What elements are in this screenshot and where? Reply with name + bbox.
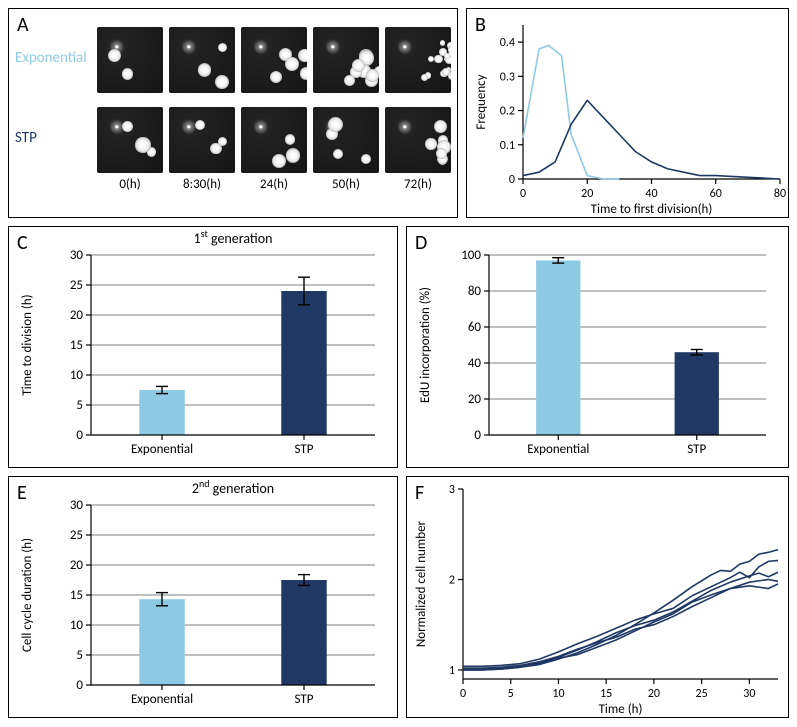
micrograph (169, 107, 235, 173)
panel-e-chart: 0 5 10 15 20 25 30 Exponential STP 2nd generation… (9, 477, 399, 719)
panel-d-chart: 0 20 40 60 80 100 Exponential STP EdU incorporat… (407, 227, 790, 469)
panel-e-label: E (17, 481, 27, 505)
svg-text:25: 25 (696, 687, 708, 701)
panel-a-time-label: 50(h) (313, 177, 379, 192)
micrograph (241, 107, 307, 173)
svg-text:2: 2 (449, 573, 455, 587)
svg-text:STP: STP (295, 442, 314, 457)
svg-text:0: 0 (474, 428, 481, 443)
svg-text:0: 0 (520, 187, 526, 201)
svg-text:5: 5 (508, 687, 514, 701)
svg-text:Normalized cell number: Normalized cell number (414, 520, 429, 647)
panel-a-time-label: 0(h) (97, 177, 163, 192)
svg-text:3: 3 (449, 483, 455, 497)
svg-text:1st generation: 1st generation (194, 227, 273, 247)
svg-text:Exponential: Exponential (527, 442, 589, 457)
svg-text:15: 15 (70, 338, 83, 353)
panel-d: D 0 20 40 60 80 100 Exponential STP EdU incorpor… (406, 226, 789, 468)
svg-text:2nd generation: 2nd generation (192, 477, 274, 497)
svg-text:30: 30 (70, 248, 84, 263)
svg-text:0.4: 0.4 (500, 36, 515, 50)
svg-text:0: 0 (460, 687, 466, 701)
svg-text:20: 20 (648, 687, 660, 701)
micrograph (313, 27, 379, 93)
svg-text:STP: STP (687, 442, 706, 457)
panel-e: E 0 5 10 15 20 25 30 Exponential STP 2nd generati… (8, 476, 398, 718)
micrograph (97, 107, 163, 173)
panel-a-row-1 (97, 107, 451, 173)
svg-text:Time to division (h): Time to division (h) (20, 294, 35, 395)
svg-text:10: 10 (70, 618, 84, 633)
svg-text:25: 25 (70, 278, 83, 293)
panel-a-time-label: 8:30(h) (169, 177, 235, 192)
panel-b-chart: 0 0.1 0.2 0.3 0.4 0 20 40 60 80 Time to first divi… (467, 9, 790, 219)
svg-text:15: 15 (70, 588, 83, 603)
svg-text:Exponential: Exponential (131, 692, 193, 707)
svg-text:20: 20 (468, 392, 482, 407)
svg-text:0: 0 (509, 173, 515, 187)
svg-text:Time to first division(h): Time to first division(h) (591, 202, 713, 217)
svg-text:60: 60 (468, 320, 482, 335)
svg-text:20: 20 (70, 308, 84, 323)
micrograph (385, 107, 451, 173)
svg-text:40: 40 (468, 356, 482, 371)
svg-text:30: 30 (743, 687, 755, 701)
panel-a-row-stp-label: STP (15, 129, 37, 147)
svg-text:80: 80 (468, 284, 482, 299)
panel-a: A Exponential STP 0(h) 8:30(h) 24(h) 50(h) 7… (8, 8, 458, 218)
svg-text:30: 30 (70, 498, 84, 513)
svg-text:5: 5 (76, 648, 83, 663)
svg-text:Cell cycle duration (h): Cell cycle duration (h) (20, 538, 35, 652)
svg-text:0.3: 0.3 (500, 70, 515, 84)
svg-text:0: 0 (76, 428, 83, 443)
svg-text:20: 20 (70, 558, 84, 573)
micrograph (169, 27, 235, 93)
panel-f-chart: 123051015202530Time (h)Normalized cell n… (407, 477, 790, 719)
svg-text:STP: STP (295, 692, 314, 707)
panel-d-label: D (415, 231, 427, 255)
panel-a-time-label: 24(h) (241, 177, 307, 192)
panel-f-label: F (415, 481, 424, 505)
panel-f: F 123051015202530Time (h)Normalized cell… (406, 476, 789, 718)
panel-a-row-exp-label: Exponential (15, 49, 87, 67)
panel-a-time-label: 72(h) (385, 177, 451, 192)
svg-text:20: 20 (581, 187, 593, 201)
svg-text:40: 40 (645, 187, 657, 201)
panel-c-label: C (17, 231, 28, 255)
svg-text:0: 0 (76, 678, 83, 693)
svg-text:100: 100 (461, 248, 481, 263)
micrograph (313, 107, 379, 173)
panel-b: B 0 0.1 0.2 0.3 0.4 0 20 40 60 80 Time to first di… (466, 8, 789, 218)
panel-a-label: A (17, 13, 29, 37)
svg-text:EdU incorporation (%): EdU incorporation (%) (418, 287, 433, 403)
panel-b-label: B (475, 13, 486, 37)
micrograph (241, 27, 307, 93)
svg-text:Time (h): Time (h) (599, 702, 643, 717)
svg-text:0.2: 0.2 (500, 105, 515, 119)
micrograph (97, 27, 163, 93)
svg-text:Frequency: Frequency (474, 74, 489, 129)
svg-text:1: 1 (449, 664, 455, 678)
svg-text:Exponential: Exponential (131, 442, 193, 457)
svg-text:25: 25 (70, 528, 83, 543)
panel-c-chart: 0 5 10 15 20 25 30 Exponential STP 1st generation… (9, 227, 399, 469)
svg-text:10: 10 (552, 687, 564, 701)
svg-text:80: 80 (774, 187, 786, 201)
panel-a-row-0 (97, 27, 451, 93)
svg-text:0.1: 0.1 (500, 139, 515, 153)
svg-text:5: 5 (76, 398, 83, 413)
svg-text:10: 10 (70, 368, 84, 383)
svg-text:15: 15 (600, 687, 612, 701)
svg-text:60: 60 (710, 187, 722, 201)
panel-c: C 0 5 10 15 20 25 30 Exponential STP 1st generati… (8, 226, 398, 468)
micrograph (385, 27, 451, 93)
